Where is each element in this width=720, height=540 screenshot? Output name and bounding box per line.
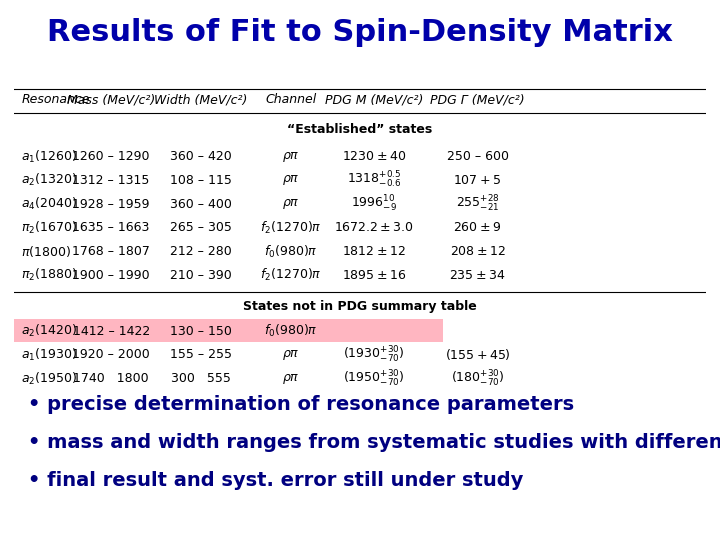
Text: 1920 – 2000: 1920 – 2000 (72, 348, 150, 361)
Text: Results of Fit to Spin-Density Matrix: Results of Fit to Spin-Density Matrix (47, 18, 673, 47)
Text: 265 – 305: 265 – 305 (170, 221, 232, 234)
Text: $f_2(1270)\pi$: $f_2(1270)\pi$ (260, 220, 322, 236)
Text: $260 \pm 9$: $260 \pm 9$ (454, 221, 502, 234)
Text: Resonance: Resonance (22, 93, 90, 106)
Text: $\rho\pi$: $\rho\pi$ (282, 372, 300, 386)
Text: 1928 – 1959: 1928 – 1959 (73, 198, 150, 211)
Text: 360 – 400: 360 – 400 (170, 198, 232, 211)
Text: • precise determination of resonance parameters: • precise determination of resonance par… (28, 395, 575, 414)
Text: 1768 – 1807: 1768 – 1807 (72, 245, 150, 258)
Text: $1812 \pm 12$: $1812 \pm 12$ (342, 245, 405, 258)
Text: 1412 – 1422: 1412 – 1422 (73, 325, 150, 338)
Text: $f_0(980)\pi$: $f_0(980)\pi$ (264, 323, 318, 339)
Text: $(1950^{+30}_{-70})$: $(1950^{+30}_{-70})$ (343, 369, 405, 389)
Text: $235 \pm 34$: $235 \pm 34$ (449, 269, 505, 282)
Text: “Established” states: “Established” states (287, 123, 433, 136)
Text: PDG M (MeV/c²): PDG M (MeV/c²) (325, 93, 423, 106)
Text: $(155 + 45)$: $(155 + 45)$ (445, 347, 510, 362)
Text: Mass (MeV/c²): Mass (MeV/c²) (67, 93, 156, 106)
Text: PDG Γ (MeV/c²): PDG Γ (MeV/c²) (430, 93, 525, 106)
Text: 250 – 600: 250 – 600 (446, 150, 508, 163)
Text: Channel: Channel (265, 93, 317, 106)
Text: $a_4(2040)$: $a_4(2040)$ (22, 196, 77, 212)
Text: $a_2(1950)$: $a_2(1950)$ (22, 370, 77, 387)
Text: 212 – 280: 212 – 280 (170, 245, 232, 258)
Text: 1740   1800: 1740 1800 (73, 372, 149, 385)
Text: 1312 – 1315: 1312 – 1315 (73, 174, 150, 187)
Text: $f_2(1270)\pi$: $f_2(1270)\pi$ (260, 267, 322, 284)
Text: 210 – 390: 210 – 390 (170, 269, 232, 282)
Text: • mass and width ranges from systematic studies with different fit models: • mass and width ranges from systematic … (28, 433, 720, 453)
Text: $a_2(1420)$: $a_2(1420)$ (22, 323, 77, 339)
FancyBboxPatch shape (14, 319, 443, 342)
Text: $\rho\pi$: $\rho\pi$ (282, 197, 300, 211)
Text: States not in PDG summary table: States not in PDG summary table (243, 300, 477, 313)
Text: 1635 – 1663: 1635 – 1663 (73, 221, 150, 234)
Text: $1318^{+0.5}_{-0.6}$: $1318^{+0.5}_{-0.6}$ (346, 170, 401, 191)
Text: $\rho\pi$: $\rho\pi$ (282, 150, 300, 164)
Text: $\rho\pi$: $\rho\pi$ (282, 173, 300, 187)
Text: $1230 \pm 40$: $1230 \pm 40$ (342, 150, 406, 163)
Text: $a_1(1260)$: $a_1(1260)$ (22, 148, 77, 165)
Text: $a_1(1930)$: $a_1(1930)$ (22, 347, 77, 363)
Text: $(1930^{+30}_{-70})$: $(1930^{+30}_{-70})$ (343, 345, 405, 365)
Text: $1895 \pm 16$: $1895 \pm 16$ (342, 269, 406, 282)
Text: $107 + 5$: $107 + 5$ (454, 174, 502, 187)
Text: 130 – 150: 130 – 150 (170, 325, 232, 338)
Text: $1672.2 \pm 3.0$: $1672.2 \pm 3.0$ (334, 221, 413, 234)
Text: $(180^{+30}_{-70})$: $(180^{+30}_{-70})$ (451, 369, 504, 389)
Text: $208 \pm 12$: $208 \pm 12$ (449, 245, 505, 258)
Text: Width (MeV/c²): Width (MeV/c²) (154, 93, 248, 106)
Text: $\pi(1800)$: $\pi(1800)$ (22, 244, 71, 259)
Text: • final result and syst. error still under study: • final result and syst. error still und… (28, 471, 523, 490)
Text: 360 – 420: 360 – 420 (170, 150, 232, 163)
Text: $f_0(980)\pi$: $f_0(980)\pi$ (264, 244, 318, 260)
Text: $\rho\pi$: $\rho\pi$ (282, 348, 300, 362)
Text: 1260 – 1290: 1260 – 1290 (73, 150, 150, 163)
Text: 155 – 255: 155 – 255 (170, 348, 232, 361)
Text: $255^{+28}_{-21}$: $255^{+28}_{-21}$ (456, 194, 500, 214)
Text: 108 – 115: 108 – 115 (170, 174, 232, 187)
Text: 1900 – 1990: 1900 – 1990 (72, 269, 150, 282)
Text: $1996^{10}_{-9}$: $1996^{10}_{-9}$ (351, 194, 397, 214)
Text: $\pi_2(1670)$: $\pi_2(1670)$ (22, 220, 77, 236)
Text: $\pi_2(1880)$: $\pi_2(1880)$ (22, 267, 77, 284)
Text: 300   555: 300 555 (171, 372, 231, 385)
Text: $a_2(1320)$: $a_2(1320)$ (22, 172, 77, 188)
